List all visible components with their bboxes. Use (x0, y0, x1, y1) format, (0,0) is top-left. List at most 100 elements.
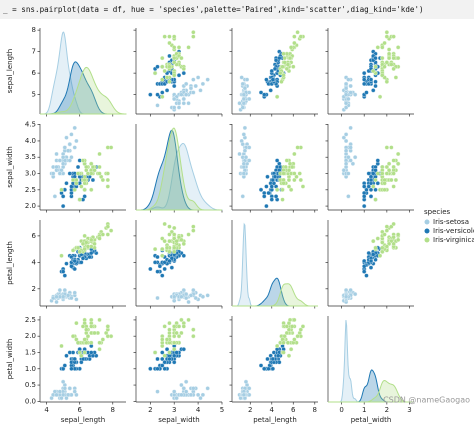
scatter-point (89, 350, 94, 355)
scatter-point (205, 77, 210, 82)
scatter-point (346, 171, 351, 176)
scatter-point (97, 151, 102, 157)
scatter-point (298, 177, 303, 183)
scatter-point (172, 45, 177, 50)
scatter-point (368, 194, 374, 199)
scatter-point (61, 392, 66, 397)
scatter-point (155, 254, 160, 260)
scatter-point (191, 334, 196, 339)
scatter-point (100, 337, 105, 342)
scatter-point (193, 295, 198, 301)
legend-label: Iris-virginica (433, 236, 474, 244)
scatter-point (290, 324, 295, 329)
scatter-point (167, 350, 172, 355)
scatter-point (292, 34, 297, 39)
scatter-point (384, 244, 389, 249)
scatter-point (186, 232, 191, 237)
scatter-point (393, 177, 399, 183)
scatter-point (272, 174, 278, 179)
scatter-point (181, 66, 186, 71)
scatter-point (264, 203, 269, 209)
y-axis-label: petal_length (6, 241, 14, 285)
scatter-point (348, 125, 353, 131)
scatter-point (97, 347, 102, 352)
scatter-point (148, 366, 153, 371)
scatter-point (391, 34, 396, 39)
scatter-point (172, 73, 177, 78)
scatter-point (391, 66, 396, 71)
scatter-point (373, 55, 378, 61)
kde-curve (136, 142, 223, 211)
y-tick-label: 5 (32, 91, 36, 99)
scatter-point (74, 138, 79, 144)
scatter-point (241, 171, 246, 176)
scatter-point (108, 228, 114, 233)
scatter-point (160, 350, 165, 355)
scatter-point (155, 356, 160, 362)
scatter-point (164, 337, 170, 342)
scatter-point (184, 379, 189, 384)
scatter-point (266, 366, 271, 371)
scatter-point (282, 60, 287, 65)
scatter-point (157, 264, 163, 269)
scatter-point (241, 96, 246, 102)
scatter-point (97, 340, 102, 345)
scatter-point (191, 386, 196, 391)
scatter-point (243, 379, 249, 384)
scatter-point (176, 235, 182, 240)
scatter-point (396, 237, 401, 242)
scatter-point (167, 239, 172, 244)
scatter-point (54, 299, 59, 305)
scatter-point (61, 161, 66, 166)
x-tick-label: 2 (385, 406, 389, 414)
scatter-point (61, 203, 66, 209)
scatter-point (348, 83, 353, 89)
x-tick-label: 5 (220, 406, 224, 414)
scatter-point (184, 389, 189, 394)
scatter-point (164, 245, 170, 250)
scatter-point (371, 68, 376, 74)
scatter-point (172, 360, 177, 365)
scatter-point (179, 237, 184, 242)
scatter-point (89, 317, 94, 323)
scatter-point (162, 260, 167, 265)
scatter-point (200, 392, 206, 397)
scatter-point (343, 105, 349, 110)
scatter-point (174, 330, 179, 336)
scatter-point (85, 244, 91, 249)
scatter-point (294, 174, 299, 179)
scatter-point (382, 232, 387, 237)
scatter-point (384, 145, 389, 150)
scatter-point (167, 34, 172, 39)
scatter-point (97, 317, 102, 323)
scatter-point (240, 81, 245, 87)
scatter-point (181, 287, 186, 293)
scatter-point (179, 294, 184, 299)
scatter-point (179, 317, 184, 323)
scatter-point (200, 294, 206, 299)
scatter-point (176, 334, 182, 339)
kde-curve (40, 66, 127, 115)
scatter-point (72, 145, 77, 150)
scatter-point (274, 187, 280, 192)
scatter-point (72, 187, 77, 192)
scatter-point (386, 168, 392, 173)
scatter-point (172, 55, 177, 61)
scatter-point (276, 353, 281, 358)
scatter-point (191, 224, 196, 229)
scatter-point (89, 237, 94, 242)
scatter-point (341, 135, 346, 140)
scatter-point (371, 252, 376, 257)
scatter-point (368, 177, 374, 183)
scatter-point (179, 330, 184, 336)
scatter-point (87, 254, 92, 260)
scatter-point (279, 79, 284, 84)
scatter-point (172, 353, 177, 358)
scatter-point (75, 340, 81, 345)
scatter-point (237, 151, 242, 157)
scatter-point (89, 324, 94, 329)
scatter-point (393, 75, 399, 80)
scatter-point (164, 347, 170, 352)
scatter-point (69, 295, 74, 301)
